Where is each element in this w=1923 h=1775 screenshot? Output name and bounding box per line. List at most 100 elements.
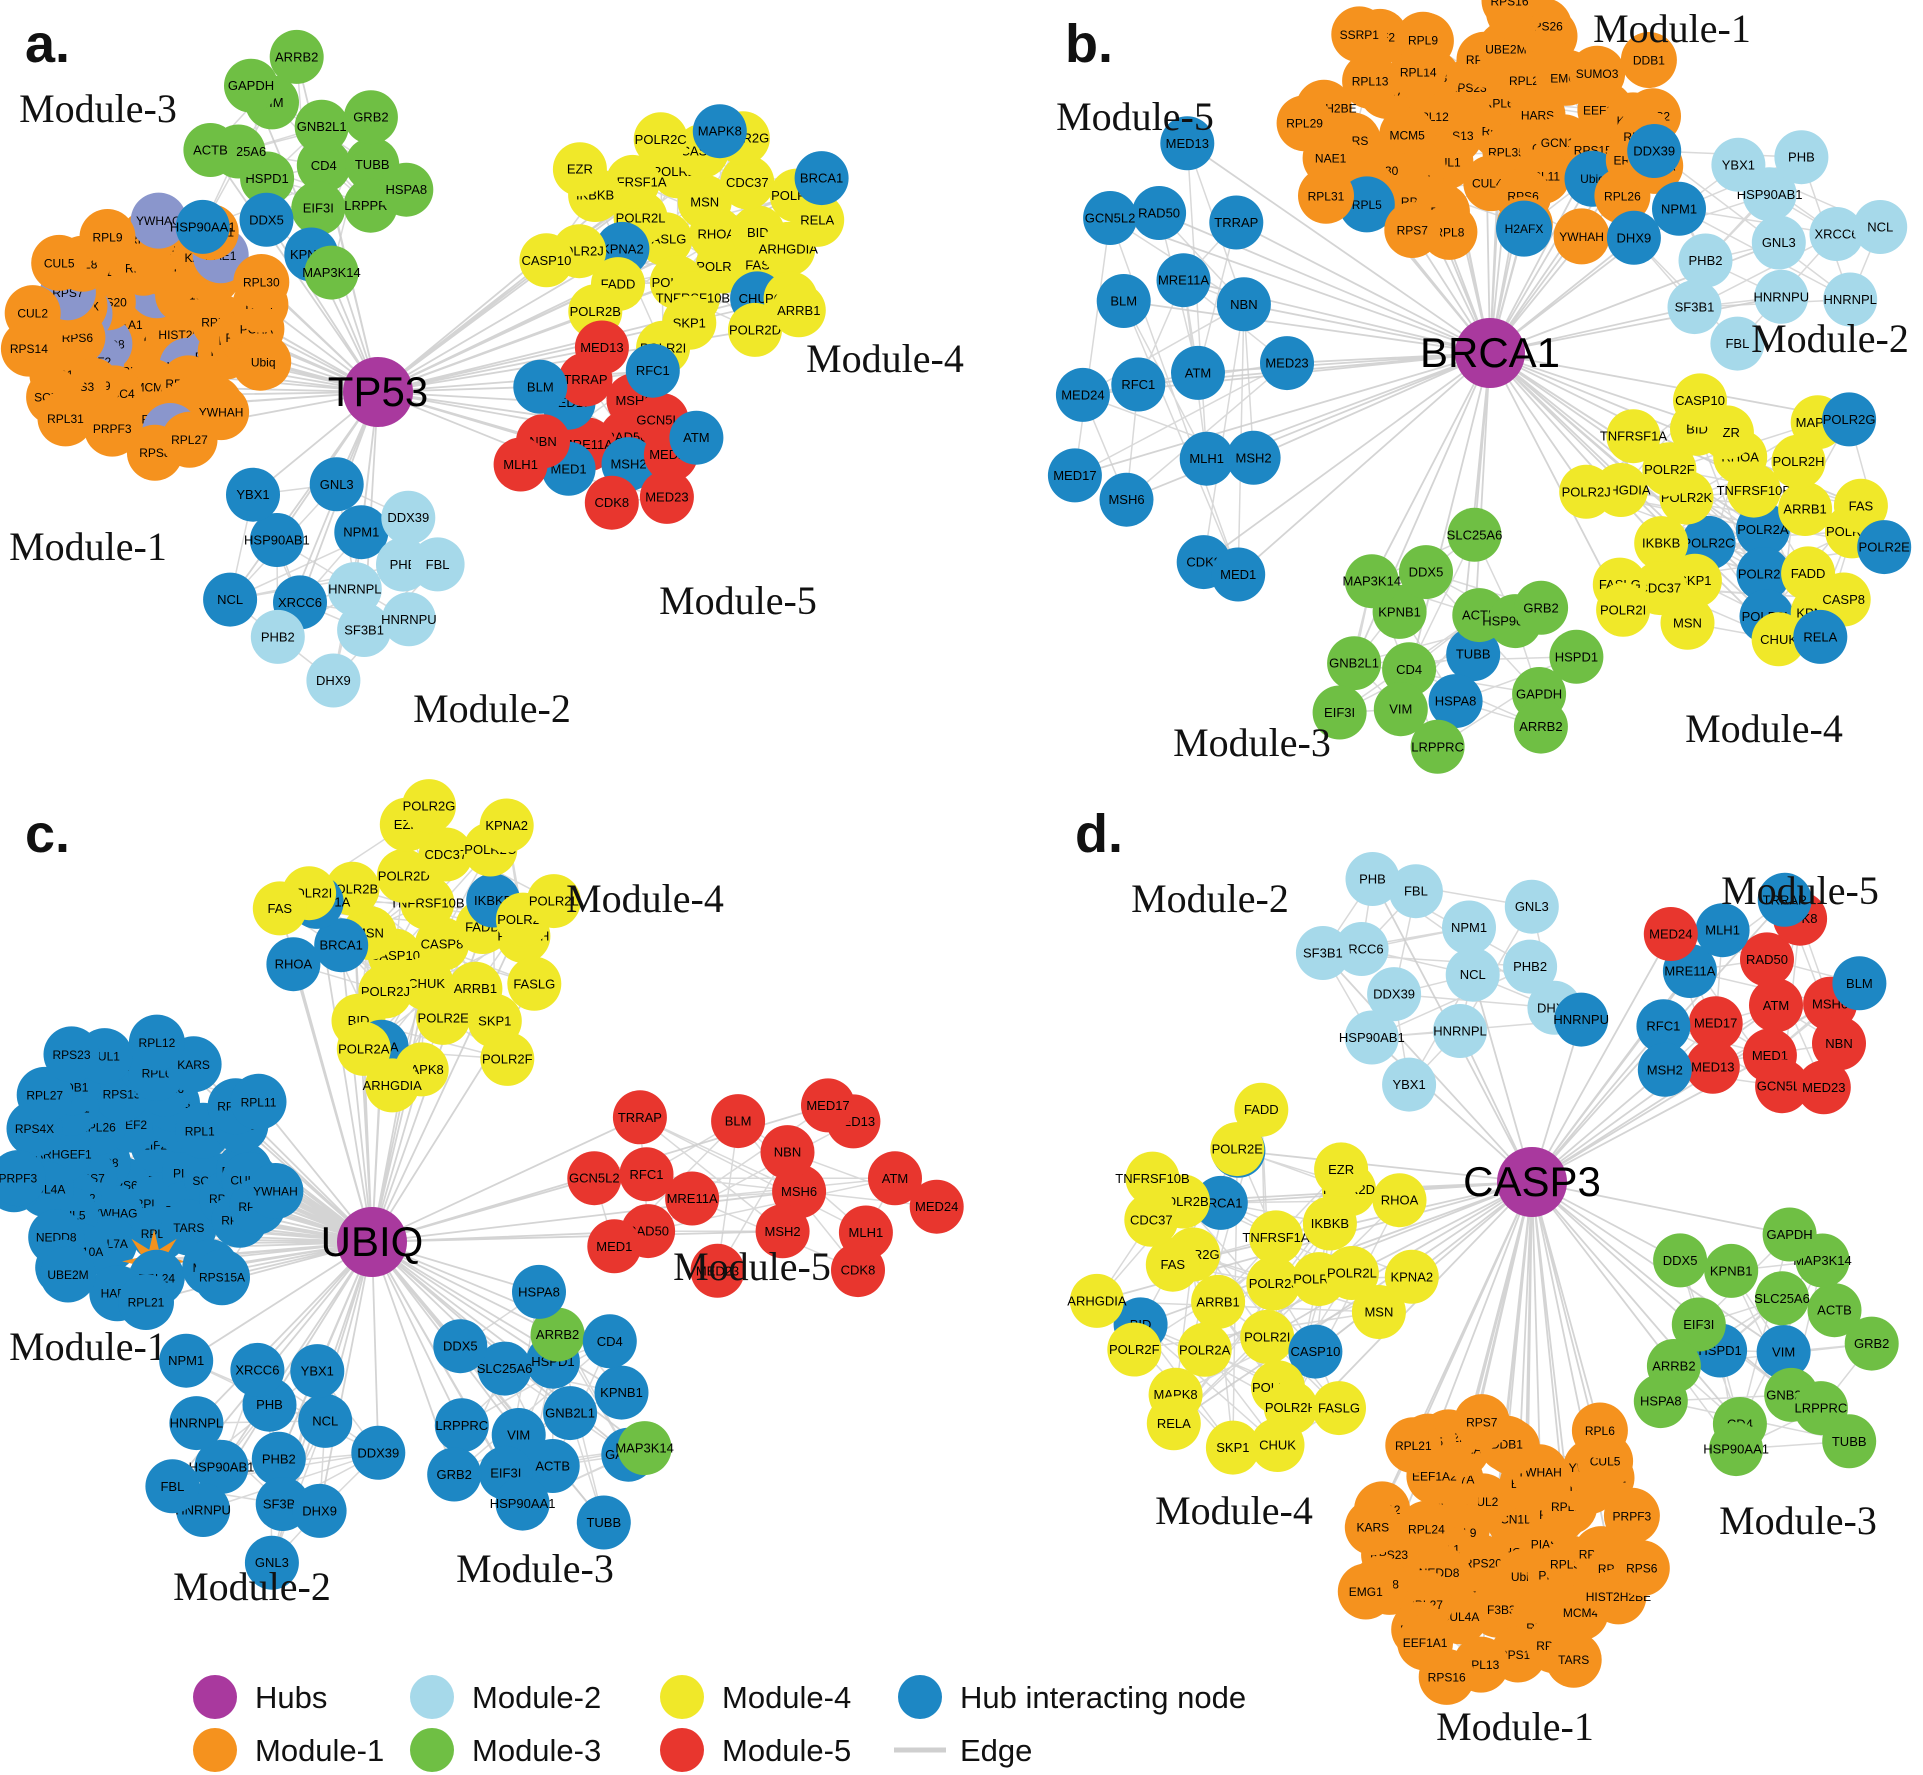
node-BLM — [711, 1094, 766, 1149]
node-PHB2 — [251, 1431, 306, 1486]
node-label-FBL: FBL — [160, 1479, 184, 1494]
node-SSRP1 — [1331, 6, 1388, 63]
node-label-GNL3: GNL3 — [1515, 899, 1549, 914]
node-SLC25A6 — [477, 1341, 532, 1396]
node-label-ARRB1: ARRB1 — [1783, 502, 1826, 517]
node-label-SSRP1: SSRP1 — [1340, 28, 1380, 42]
node-MED17 — [1047, 448, 1102, 503]
node-label-PRPF3: PRPF3 — [0, 1172, 37, 1186]
node-label-ACTB: ACTB — [535, 1459, 570, 1474]
node-label-RHOA: RHOA — [1381, 1193, 1419, 1208]
node-label-HSPA8: HSPA8 — [1435, 694, 1477, 709]
node-label-POLR2L: POLR2L — [616, 210, 666, 225]
node-label-ATM: ATM — [882, 1171, 908, 1186]
node-label-ACTB: ACTB — [1462, 608, 1497, 623]
node-label-SLC25A6: SLC25A6 — [1447, 527, 1503, 542]
node-label-YWHAG: YWHAG — [136, 214, 181, 228]
node-label-GRB2: GRB2 — [1854, 1336, 1889, 1351]
node-label-MED1: MED1 — [551, 461, 587, 476]
node-label-POLR2F: POLR2F — [482, 1051, 533, 1066]
module-label-Module-2: Module-2 — [413, 686, 571, 731]
node-label-RPL27: RPL27 — [26, 1088, 63, 1102]
node-MED23 — [1260, 336, 1314, 391]
node-label-HNRNPU: HNRNPU — [381, 612, 437, 627]
node-label-CDC37: CDC37 — [1130, 1212, 1173, 1227]
node-label-MRE11A: MRE11A — [667, 1191, 718, 1206]
node-POLR2L — [526, 874, 581, 929]
node-RPS14 — [0, 320, 57, 377]
node-label-POLR2D: POLR2D — [729, 322, 781, 337]
node-label-FAS: FAS — [1161, 1257, 1186, 1272]
node-CUL5 — [31, 234, 88, 291]
node-HSP90AB1 — [1344, 1010, 1399, 1065]
node-label-TUBB: TUBB — [1832, 1434, 1867, 1449]
node-label-RPL6: RPL6 — [142, 1066, 172, 1080]
node-label-FBL: FBL — [426, 557, 450, 572]
node-label-MSN: MSN — [1364, 1305, 1393, 1320]
node-MAPK8 — [692, 104, 747, 159]
node-HNRNPL — [169, 1396, 224, 1451]
node-RPL6 — [1571, 1402, 1628, 1459]
node-label-RELA: RELA — [1803, 629, 1837, 644]
node-label-EMG1: EMG1 — [1349, 1585, 1383, 1599]
module-label-Module-5: Module-5 — [1721, 868, 1879, 913]
node-label-MAP3K14: MAP3K14 — [1343, 574, 1402, 589]
module-label-Module-3: Module-3 — [1719, 1498, 1877, 1543]
module-label-Module-4: Module-4 — [1685, 706, 1843, 751]
node-FASLG — [1312, 1381, 1366, 1436]
node-label-CHUK: CHUK — [408, 976, 445, 991]
node-label-CUL2: CUL2 — [17, 307, 48, 321]
node-RPS7 — [1384, 202, 1441, 258]
legend-dot-Module-5 — [660, 1728, 704, 1772]
node-RPL31 — [1298, 167, 1354, 224]
node-label-MED17: MED17 — [1694, 1016, 1737, 1031]
node-DDX5 — [433, 1319, 488, 1374]
node-label-KPNA2: KPNA2 — [485, 818, 528, 833]
node-POLR2I — [1596, 582, 1651, 637]
node-label-GRB2: GRB2 — [436, 1467, 471, 1482]
node-MED1 — [1211, 547, 1266, 602]
node-label-UBE2M: UBE2M — [1485, 43, 1526, 57]
node-label-RPL26: RPL26 — [1604, 189, 1641, 203]
node-RPL30 — [233, 254, 290, 310]
node-label-CDC37: CDC37 — [726, 175, 769, 190]
node-label-CASP10: CASP10 — [521, 253, 571, 268]
node-label-RPL29: RPL29 — [1286, 117, 1323, 131]
node-label-KARS: KARS — [1356, 1521, 1389, 1535]
node-RHOA — [1372, 1173, 1427, 1228]
node-label-POLR2G: POLR2G — [1823, 412, 1876, 427]
node-label-VIM: VIM — [1389, 702, 1412, 717]
node-NPM1 — [1442, 900, 1496, 955]
node-label-HSP90AB1: HSP90AB1 — [244, 533, 310, 548]
node-RELA — [1793, 609, 1848, 664]
node-MED23 — [690, 1243, 745, 1298]
node-label-POLR2A: POLR2A — [338, 1041, 390, 1056]
node-label-CUL5: CUL5 — [44, 256, 75, 270]
node-NCL — [1445, 947, 1500, 1002]
node-label-MLH1: MLH1 — [1189, 451, 1224, 466]
node-label-EIF3I: EIF3I — [1683, 1317, 1714, 1332]
node-label-HNRNPL: HNRNPL — [328, 582, 381, 597]
node-label-MED23: MED23 — [696, 1263, 739, 1278]
node-TARS — [1545, 1631, 1602, 1688]
node-label-PHB: PHB — [1788, 150, 1815, 165]
node-label-XRCC6: XRCC6 — [1814, 227, 1858, 242]
hub-label-BRCA1: BRCA1 — [1420, 329, 1560, 376]
node-POLR2E — [416, 990, 471, 1045]
node-GCN5L2 — [1083, 191, 1138, 245]
node-HNRNPL — [1433, 1004, 1487, 1058]
panel-c: c.RPL7RPS6EIF2ARPL35ARPS8PIAS1YWHAGEEF2R… — [0, 779, 964, 1609]
node-MED23 — [1796, 1060, 1851, 1115]
node-label-XRCC6: XRCC6 — [1340, 942, 1384, 957]
node-label-RPS20: RPS20 — [1464, 1557, 1502, 1571]
node-label-ACTB: ACTB — [193, 143, 228, 158]
node-CDK8 — [831, 1243, 885, 1298]
node-label-POLR2F: POLR2F — [1644, 462, 1695, 477]
node-label-MED1: MED1 — [1220, 567, 1256, 582]
hub-node-UBIQ — [337, 1207, 407, 1277]
node-RFC1 — [619, 1147, 674, 1202]
node-ARHGDIA — [365, 1058, 420, 1113]
node-label-RHOA: RHOA — [698, 227, 736, 242]
node-ATM — [1171, 345, 1225, 400]
node-RFC1 — [1636, 999, 1691, 1054]
